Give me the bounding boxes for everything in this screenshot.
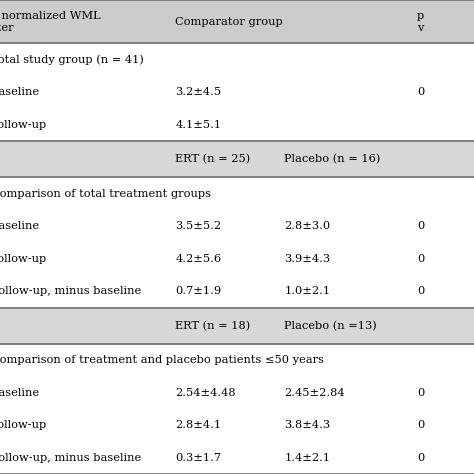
Bar [0, 344, 474, 376]
Text: Placebo (n =13): Placebo (n =13) [284, 320, 377, 331]
Text: 1.4±2.1: 1.4±2.1 [284, 453, 330, 463]
Text: 0: 0 [417, 286, 424, 296]
Bar [0, 177, 474, 210]
Text: Follow-up: Follow-up [0, 254, 47, 264]
Text: Comparator group: Comparator group [175, 17, 283, 27]
Text: 0.7±1.9: 0.7±1.9 [175, 286, 221, 296]
Text: p
v: p v [417, 11, 424, 33]
Bar [0, 275, 474, 308]
Text: Comparison of treatment and placebo patients ≤50 years: Comparison of treatment and placebo pati… [0, 355, 324, 365]
Text: Follow-up: Follow-up [0, 420, 47, 430]
Text: Placebo (n = 16): Placebo (n = 16) [284, 154, 381, 164]
Text: 0: 0 [417, 388, 424, 398]
Bar [0, 409, 474, 441]
Text: Follow-up, minus baseline: Follow-up, minus baseline [0, 453, 141, 463]
Bar [0, 109, 474, 141]
Text: ERT (n = 18): ERT (n = 18) [175, 320, 251, 331]
Text: 4.1±5.1: 4.1±5.1 [175, 120, 221, 130]
Text: Total study group (n = 41): Total study group (n = 41) [0, 55, 144, 65]
Bar [0, 76, 474, 109]
Text: Follow-up, minus baseline: Follow-up, minus baseline [0, 286, 141, 296]
Bar [0, 210, 474, 242]
Text: Comparison of total treatment groups: Comparison of total treatment groups [0, 189, 210, 199]
Text: 2.45±2.84: 2.45±2.84 [284, 388, 345, 398]
Text: 0: 0 [417, 87, 424, 97]
Text: Baseline: Baseline [0, 221, 40, 231]
Bar [0, 441, 474, 474]
Text: 0: 0 [417, 221, 424, 231]
Bar [0, 308, 474, 344]
Text: a normalized WML
eter: a normalized WML eter [0, 11, 100, 33]
Text: 0.3±1.7: 0.3±1.7 [175, 453, 221, 463]
Text: 3.8±4.3: 3.8±4.3 [284, 420, 330, 430]
Text: 2.8±3.0: 2.8±3.0 [284, 221, 330, 231]
Text: 3.2±4.5: 3.2±4.5 [175, 87, 221, 97]
Text: 2.8±4.1: 2.8±4.1 [175, 420, 221, 430]
Text: 4.2±5.6: 4.2±5.6 [175, 254, 221, 264]
Bar [0, 376, 474, 409]
Text: 0: 0 [417, 420, 424, 430]
Text: 0: 0 [417, 254, 424, 264]
Text: 2.54±4.48: 2.54±4.48 [175, 388, 236, 398]
Text: ERT (n = 25): ERT (n = 25) [175, 154, 251, 164]
Bar [0, 141, 474, 177]
Text: 3.9±4.3: 3.9±4.3 [284, 254, 330, 264]
Text: Baseline: Baseline [0, 87, 40, 97]
Text: Follow-up: Follow-up [0, 120, 47, 130]
Text: 0: 0 [417, 453, 424, 463]
Text: Baseline: Baseline [0, 388, 40, 398]
Bar [0, 0, 474, 44]
Text: 3.5±5.2: 3.5±5.2 [175, 221, 221, 231]
Bar [0, 242, 474, 275]
Text: 1.0±2.1: 1.0±2.1 [284, 286, 330, 296]
Bar [0, 44, 474, 76]
